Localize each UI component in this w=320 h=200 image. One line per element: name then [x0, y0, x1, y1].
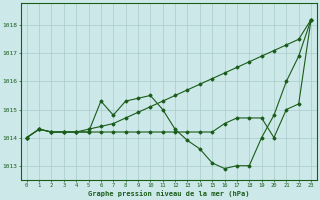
X-axis label: Graphe pression niveau de la mer (hPa): Graphe pression niveau de la mer (hPa) — [88, 190, 250, 197]
